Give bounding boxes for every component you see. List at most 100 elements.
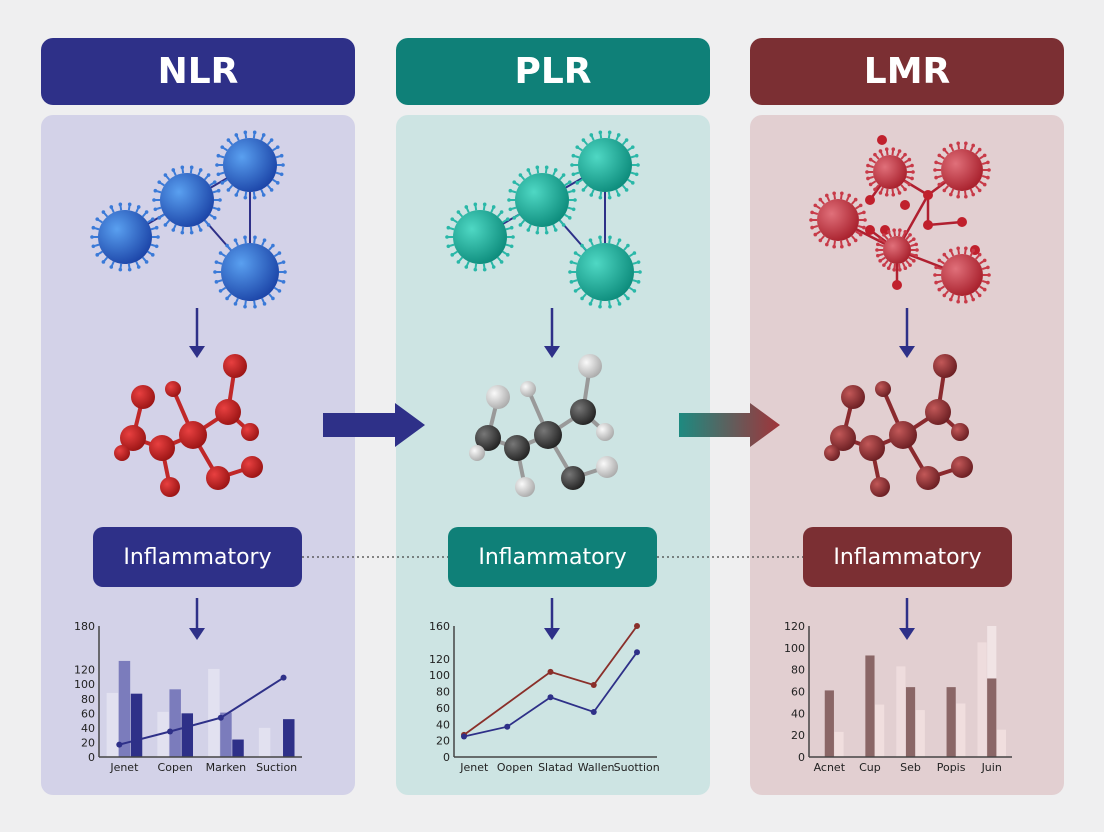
atom bbox=[561, 466, 585, 490]
molecule-icon bbox=[469, 354, 618, 497]
data-point bbox=[634, 623, 640, 629]
virus-icon bbox=[213, 235, 287, 309]
spike-tip bbox=[810, 210, 814, 215]
data-point bbox=[504, 723, 511, 730]
spike-tip bbox=[630, 181, 635, 185]
spike-tip bbox=[225, 243, 229, 248]
y-tick-label: 40 bbox=[81, 722, 95, 735]
virus-body bbox=[941, 149, 983, 191]
spike-tip bbox=[214, 260, 219, 264]
spike-tip bbox=[982, 258, 987, 263]
spike-tip bbox=[269, 138, 274, 142]
spike-tip bbox=[253, 235, 257, 240]
bar bbox=[130, 693, 143, 757]
spike-tip bbox=[903, 152, 907, 157]
spike-tip bbox=[617, 238, 622, 242]
spike-tip bbox=[535, 230, 540, 235]
spike-tip bbox=[127, 267, 132, 272]
spike-tip bbox=[912, 259, 916, 263]
spike-tip bbox=[634, 153, 639, 158]
spike-tip bbox=[509, 225, 514, 230]
spike-tip bbox=[589, 193, 594, 197]
spike-tip bbox=[581, 188, 586, 192]
spike-tip bbox=[261, 193, 266, 197]
atom bbox=[957, 217, 967, 227]
spike-tip bbox=[580, 296, 584, 301]
atom bbox=[951, 456, 973, 478]
spike-tip bbox=[491, 265, 496, 269]
bar bbox=[118, 660, 131, 757]
spike-tip bbox=[866, 176, 870, 181]
spike-tip bbox=[544, 230, 549, 235]
spike-tip bbox=[271, 243, 275, 248]
data-point bbox=[280, 674, 287, 681]
spike-tip bbox=[144, 210, 149, 214]
bar bbox=[220, 712, 232, 757]
spike-tip bbox=[624, 138, 629, 142]
spike-tip bbox=[873, 187, 877, 192]
spike-tip bbox=[473, 202, 478, 207]
spike-tip bbox=[225, 296, 229, 301]
atom bbox=[870, 477, 890, 497]
spike-tip bbox=[634, 172, 639, 177]
bar bbox=[996, 729, 1007, 757]
data-point bbox=[116, 741, 123, 748]
atom bbox=[596, 456, 618, 478]
y-tick-label: 120 bbox=[74, 664, 95, 677]
y-tick-label: 80 bbox=[81, 693, 95, 706]
spike-tip bbox=[243, 195, 248, 200]
atom bbox=[165, 381, 181, 397]
spike-tip bbox=[840, 191, 844, 196]
atom bbox=[534, 421, 562, 449]
spike-tip bbox=[570, 163, 574, 167]
spike-tip bbox=[810, 225, 814, 230]
spike-tip bbox=[876, 253, 880, 258]
spike-tip bbox=[884, 147, 889, 152]
y-tick-label: 60 bbox=[436, 702, 450, 715]
spike-tip bbox=[573, 251, 578, 255]
bar bbox=[283, 719, 295, 757]
atom bbox=[504, 435, 530, 461]
spike-tip bbox=[626, 296, 630, 301]
spike-tip bbox=[212, 180, 217, 184]
spike-tip bbox=[150, 253, 155, 257]
spike-tip bbox=[283, 270, 287, 274]
atom bbox=[520, 381, 536, 397]
spike-tip bbox=[868, 182, 873, 187]
spike-tip bbox=[499, 210, 504, 214]
y-tick-label: 0 bbox=[443, 751, 450, 764]
virus-body bbox=[576, 243, 634, 301]
spike-tip bbox=[157, 180, 162, 184]
y-tick-label: 40 bbox=[436, 718, 450, 731]
bar bbox=[905, 687, 916, 757]
spike-tip bbox=[512, 180, 517, 184]
x-tick-label: Copen bbox=[158, 761, 193, 774]
y-tick-label: 80 bbox=[791, 664, 805, 677]
spike-tip bbox=[573, 289, 578, 293]
spike-tip bbox=[233, 302, 238, 306]
spike-tip bbox=[275, 145, 280, 149]
spike-tip bbox=[933, 273, 937, 277]
spike-tip bbox=[216, 207, 221, 212]
spike-tip bbox=[956, 141, 960, 146]
atom bbox=[131, 385, 155, 409]
spike-tip bbox=[907, 157, 912, 162]
atom bbox=[865, 195, 875, 205]
spike-tip bbox=[569, 260, 574, 264]
spike-tip bbox=[136, 205, 141, 209]
spike-tip bbox=[101, 210, 106, 214]
virus-body bbox=[873, 155, 907, 189]
spike-tip bbox=[569, 280, 574, 284]
spike-tip bbox=[189, 230, 194, 235]
atom bbox=[160, 477, 180, 497]
spike-tip bbox=[567, 180, 572, 184]
spike-tip bbox=[908, 233, 912, 237]
spike-tip bbox=[262, 238, 267, 242]
spike-tip bbox=[934, 280, 938, 285]
spike-tip bbox=[876, 242, 880, 247]
spike-tip bbox=[279, 172, 284, 177]
spike-tip bbox=[218, 251, 223, 255]
spike-tip bbox=[163, 173, 168, 177]
spike-tip bbox=[903, 230, 908, 234]
spike-tip bbox=[508, 188, 513, 193]
